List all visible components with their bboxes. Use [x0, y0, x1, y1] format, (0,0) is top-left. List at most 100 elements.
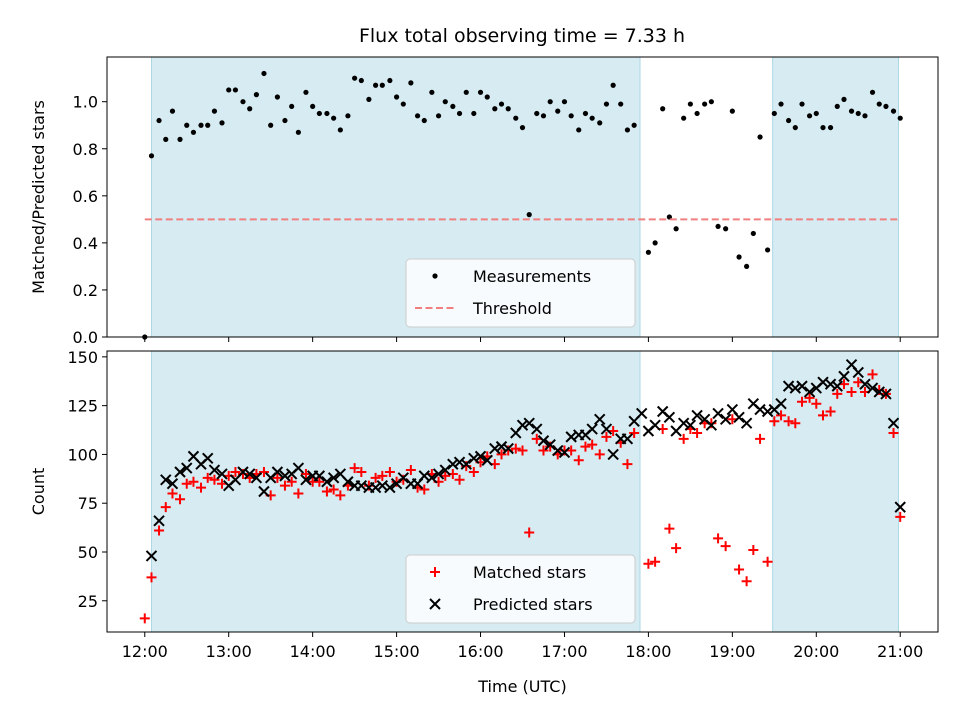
measurement-point — [373, 82, 379, 88]
measurement-point — [631, 122, 637, 128]
measurement-point — [526, 212, 532, 218]
measurement-point — [771, 110, 777, 117]
matched-star-point — [440, 470, 451, 481]
measurement-point — [345, 113, 351, 119]
predicted-star-point — [447, 458, 459, 470]
measurement-point — [660, 106, 666, 112]
matched-star-point — [300, 468, 311, 479]
predicted-star-point — [852, 366, 864, 379]
measurement-point — [708, 99, 714, 105]
measurement-point — [513, 115, 519, 121]
y-tick-label: 0.0 — [73, 328, 98, 347]
measurement-point — [492, 106, 498, 112]
measurement-point — [841, 96, 847, 102]
matched-star-point — [692, 427, 703, 438]
matched-star-point — [825, 406, 836, 417]
predicted-star-point — [439, 464, 451, 476]
measurement-point — [310, 103, 316, 110]
matched-star-point — [531, 433, 542, 444]
predicted-star-point — [866, 382, 879, 394]
measurement-point — [505, 106, 511, 112]
predicted-star-point — [880, 388, 892, 400]
predicted-star-point — [468, 452, 480, 465]
predicted-star-point — [153, 515, 165, 527]
measurement-point — [869, 89, 876, 95]
shaded-interval — [772, 56, 900, 338]
measurement-point — [827, 124, 834, 131]
matched-star-point — [643, 558, 654, 569]
matched-star-point — [314, 476, 325, 487]
predicted-star-point — [502, 442, 514, 455]
legend-label: Matched stars — [473, 563, 586, 582]
y-tick-label: 50 — [78, 543, 98, 562]
matched-star-point — [167, 488, 178, 499]
predicted-star-point — [558, 446, 571, 459]
matched-star-point — [370, 472, 381, 483]
predicted-star-point — [313, 470, 326, 482]
x-axis-label: Time (UTC) — [477, 677, 566, 696]
measurement-point — [366, 96, 372, 102]
y-tick-label: 125 — [67, 397, 98, 416]
matched-star-point — [755, 433, 766, 444]
matched-star-point — [762, 556, 773, 567]
measurement-point — [848, 108, 855, 114]
predicted-star-point — [523, 417, 535, 429]
measurement-point — [337, 127, 343, 133]
predicted-star-point — [250, 472, 263, 484]
matched-star-point — [454, 474, 465, 485]
predicted-star-point — [300, 474, 312, 486]
matched-star-point — [377, 470, 388, 481]
x-tick-label: 20:00 — [793, 642, 839, 661]
measurement-point — [519, 124, 526, 131]
matched-star-point — [678, 433, 689, 444]
predicted-star-point — [384, 481, 396, 494]
measurement-point — [757, 134, 763, 140]
predicted-star-point — [181, 462, 193, 474]
matched-star-point — [895, 511, 906, 522]
measurement-point — [576, 127, 582, 133]
predicted-star-point — [237, 466, 249, 478]
predicted-star-point — [782, 380, 795, 392]
predicted-star-point — [243, 468, 256, 480]
predicted-star-point — [495, 440, 508, 453]
x-tick-label: 19:00 — [709, 642, 755, 661]
axes-frame — [106, 350, 939, 633]
matched-star-point — [419, 484, 430, 495]
matched-star-point — [608, 426, 619, 437]
predicted-star-point — [600, 423, 613, 435]
measurement-point — [603, 101, 610, 107]
measurement-point — [561, 99, 568, 105]
measurement-point — [723, 226, 729, 232]
predicted-star-point — [271, 466, 284, 478]
legend-label: Measurements — [473, 267, 591, 286]
measurement-point — [274, 94, 280, 100]
predicted-star-point — [594, 413, 606, 426]
predicted-star-point — [873, 386, 885, 398]
y-axis-label: Count — [29, 468, 48, 516]
predicted-star-point — [174, 466, 186, 478]
measurement-point — [785, 117, 792, 124]
measurement-point — [471, 110, 477, 117]
predicted-star-point — [803, 386, 816, 398]
measurement-point — [813, 110, 819, 117]
legend-box — [405, 554, 636, 624]
measurement-point — [862, 113, 868, 119]
measurement-point — [408, 80, 414, 86]
matched-star-point — [286, 476, 297, 487]
matched-star-point — [202, 472, 213, 483]
measurement-point — [806, 113, 813, 119]
matched-star-point — [349, 463, 360, 474]
predicted-star-point — [279, 470, 291, 482]
measurement-point — [414, 113, 421, 119]
matched-star-point — [797, 396, 808, 407]
measurement-point — [715, 223, 721, 230]
matched-star-point — [272, 472, 283, 483]
y-tick-label: 0.6 — [73, 187, 98, 206]
measurement-point — [352, 75, 358, 81]
measurement-point — [289, 103, 295, 110]
measurement-point — [694, 110, 700, 117]
legend-label: Threshold — [472, 299, 552, 318]
matched-star-point — [328, 484, 339, 495]
measurement-point — [379, 82, 385, 88]
measurement-point — [177, 136, 183, 142]
